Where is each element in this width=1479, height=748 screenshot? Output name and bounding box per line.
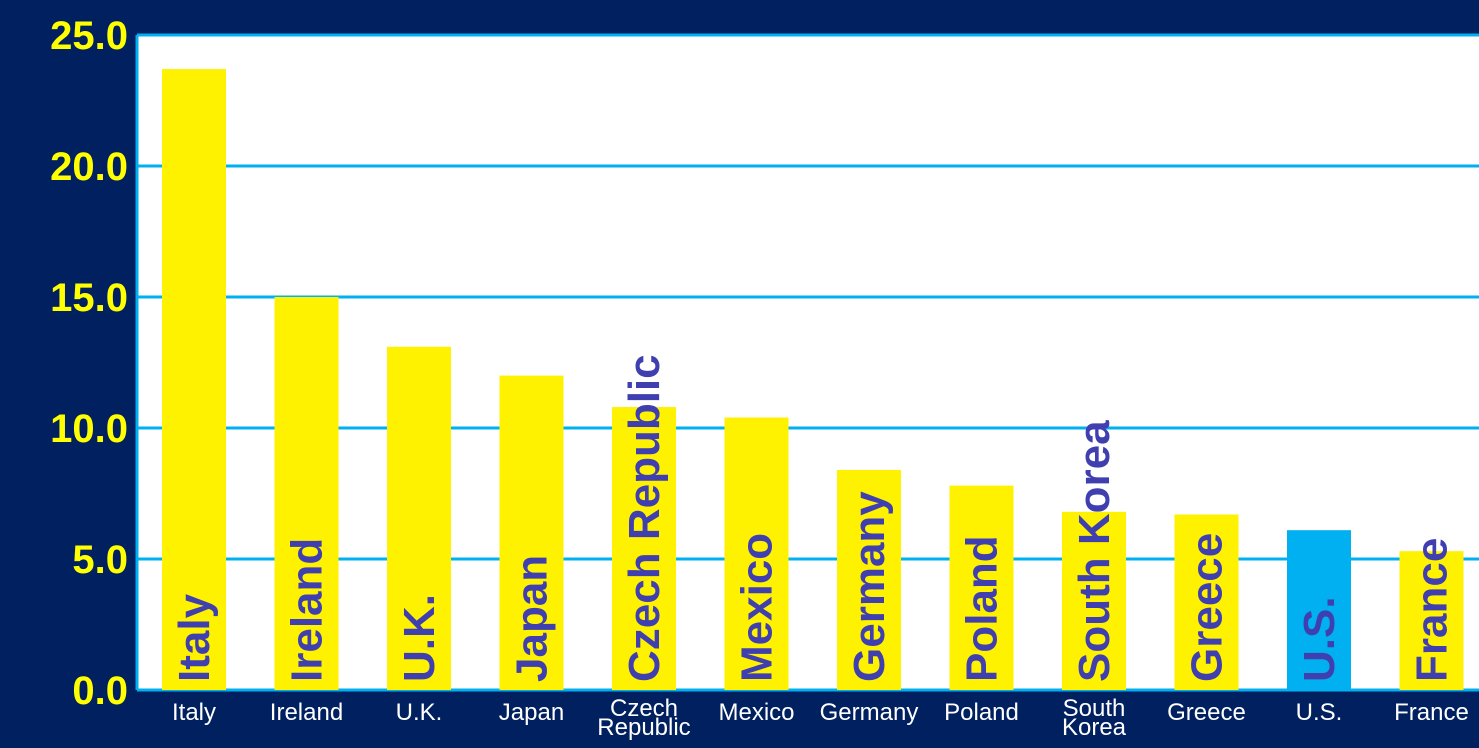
- bar-label: Germany: [845, 491, 894, 682]
- bar: [162, 69, 226, 690]
- x-axis-ticks: Italy Ireland U.K. Japan Czech Republic Mexico…: [172, 695, 1469, 741]
- bar: [1062, 511, 1126, 690]
- bar-label: Greece: [1183, 533, 1232, 682]
- x-tick-label: Japan: [499, 699, 564, 726]
- bar-label: Italy: [170, 593, 219, 682]
- bar: [274, 297, 339, 690]
- bar: [1399, 551, 1464, 690]
- bar: [612, 407, 676, 690]
- bar-label: U.S.: [1295, 596, 1344, 682]
- bar: [724, 417, 789, 690]
- y-tick-label: 5.0: [72, 538, 128, 582]
- y-axis-ticks: 0.0 5.0 10.0 15.0 20.0 25.0: [50, 14, 128, 713]
- bar-label: Poland: [958, 535, 1007, 682]
- bar: [949, 485, 1014, 690]
- bar-label: Japan: [508, 555, 557, 682]
- bar: [1287, 530, 1351, 690]
- bars: [162, 69, 1464, 690]
- bar: [499, 375, 564, 690]
- bar-label: South Korea: [1070, 420, 1119, 682]
- x-tick-label: Poland: [944, 699, 1019, 726]
- x-tick-label: Italy: [172, 699, 216, 726]
- x-tick-label: South Korea: [1062, 695, 1127, 741]
- x-tick-label: U.S.: [1296, 699, 1343, 726]
- bar-label: Ireland: [283, 538, 332, 682]
- x-tick-label: Czech Republic: [597, 695, 690, 741]
- bar: [387, 346, 451, 690]
- bar-label: Czech Republic: [620, 354, 669, 682]
- x-tick-label: Greece: [1167, 699, 1246, 726]
- gridlines: [135, 33, 1479, 692]
- x-tick-label: Mexico: [718, 699, 794, 726]
- bar-labels: Italy Ireland U.K. Japan Czech Republic Mexic…: [170, 354, 1457, 682]
- y-tick-label: 25.0: [50, 14, 128, 58]
- bar-label: Mexico: [733, 533, 782, 682]
- y-tick-label: 15.0: [50, 276, 128, 320]
- bar-label: U.K.: [395, 594, 444, 682]
- y-tick-label: 20.0: [50, 145, 128, 189]
- y-tick-label: 0.0: [72, 669, 128, 713]
- bar: [837, 469, 901, 690]
- x-tick-label: U.K.: [396, 699, 443, 726]
- plot-area: [137, 35, 1479, 690]
- x-tick-label: Germany: [820, 699, 919, 726]
- x-tick-label: France: [1394, 699, 1469, 726]
- bar: [1174, 514, 1239, 690]
- y-tick-label: 10.0: [50, 407, 128, 451]
- bar-label: France: [1408, 538, 1457, 682]
- x-tick-label: Ireland: [270, 699, 343, 726]
